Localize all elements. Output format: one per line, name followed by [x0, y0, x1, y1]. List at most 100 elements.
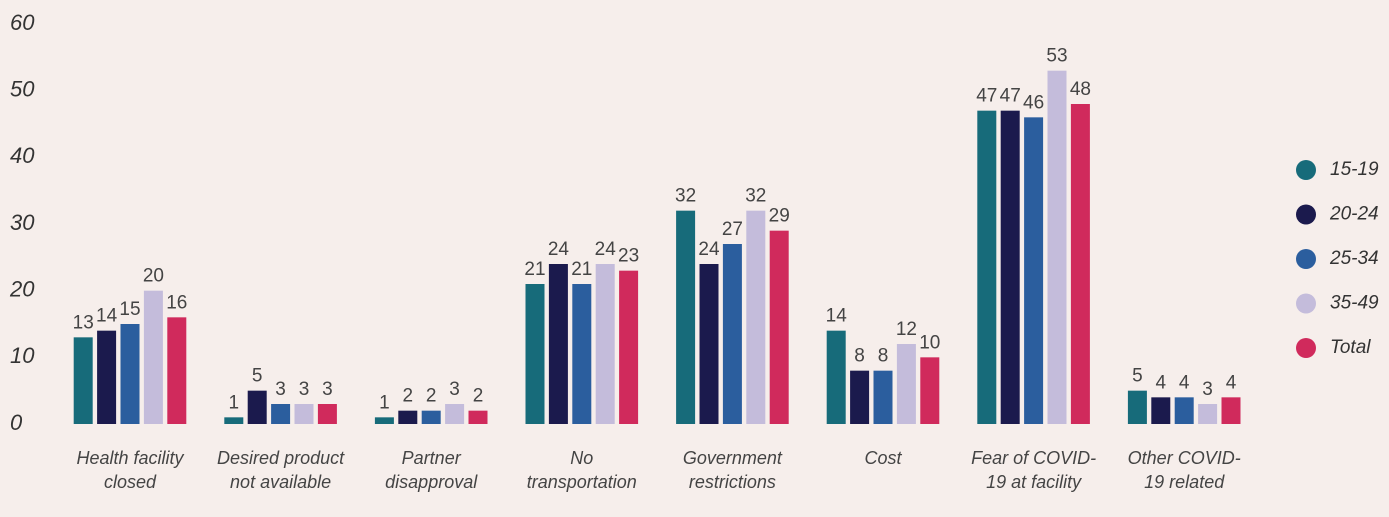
bar [73, 337, 93, 424]
bar [247, 390, 267, 424]
legend-marker [1296, 204, 1316, 225]
bar [120, 324, 140, 424]
value-label: 48 [1070, 79, 1091, 100]
value-label: 2 [403, 386, 414, 407]
y-tick-label: 10 [10, 343, 35, 368]
x-tick-label: Desired product not available [217, 448, 345, 492]
value-label: 8 [854, 346, 865, 367]
value-label: 16 [166, 292, 187, 313]
bar [1047, 70, 1067, 425]
value-label: 3 [1202, 379, 1213, 400]
value-label: 2 [426, 386, 437, 407]
y-tick-label: 20 [9, 276, 35, 301]
value-label: 13 [73, 312, 94, 333]
bar [920, 357, 940, 424]
value-label: 15 [119, 299, 140, 320]
value-label: 46 [1023, 92, 1044, 113]
x-tick-label: Other COVID-19 related [1127, 448, 1241, 492]
bar [421, 410, 441, 424]
value-label: 24 [698, 239, 720, 260]
bar [873, 370, 893, 424]
x-tick-label: Government restrictions [682, 448, 782, 492]
value-label: 8 [878, 346, 889, 367]
bar [167, 317, 187, 424]
bar [1000, 110, 1020, 425]
bar [977, 110, 997, 425]
bar [1198, 404, 1218, 424]
bar [572, 284, 592, 424]
bar [468, 410, 488, 424]
value-label: 21 [571, 259, 592, 280]
legend-label: 15-19 [1330, 159, 1379, 180]
x-tick-label: Health facility closed [76, 448, 184, 492]
value-label: 27 [722, 219, 743, 240]
value-label: 1 [229, 392, 240, 413]
bar [317, 404, 337, 424]
bar [1221, 397, 1241, 424]
bar [97, 330, 117, 424]
bar [699, 264, 719, 424]
value-label: 3 [275, 379, 286, 400]
bar [1070, 104, 1090, 424]
y-tick-label: 30 [10, 210, 35, 235]
value-label: 4 [1179, 372, 1190, 393]
value-label: 24 [595, 239, 617, 260]
legend-label: 25-34 [1329, 248, 1379, 269]
bar [445, 404, 465, 424]
value-label: 1 [379, 392, 390, 413]
y-tick-label: 40 [10, 143, 35, 168]
value-label: 2 [473, 386, 484, 407]
legend-label: Total [1330, 337, 1371, 358]
y-tick-label: 0 [10, 410, 23, 435]
x-tick-label: Partner disapproval [385, 448, 478, 492]
bar [548, 264, 568, 424]
bar [619, 270, 639, 424]
value-label: 20 [143, 266, 164, 287]
value-label: 24 [548, 239, 570, 260]
value-label: 12 [896, 319, 917, 340]
bar [271, 404, 291, 424]
bar [896, 344, 916, 424]
bar [294, 404, 314, 424]
bar [595, 264, 615, 424]
value-label: 47 [976, 86, 997, 107]
legend-label: 20-24 [1329, 204, 1379, 225]
value-label: 29 [769, 206, 790, 227]
value-label: 10 [919, 332, 940, 353]
value-label: 14 [96, 306, 118, 327]
bar [826, 330, 846, 424]
value-label: 23 [618, 246, 639, 267]
value-label: 21 [524, 259, 545, 280]
value-label: 3 [449, 379, 460, 400]
value-label: 5 [1132, 366, 1143, 387]
bar [1151, 397, 1171, 424]
legend-marker [1296, 160, 1316, 180]
value-label: 3 [322, 379, 333, 400]
legend-marker [1296, 338, 1316, 358]
bar [1174, 397, 1194, 424]
value-label: 4 [1156, 372, 1167, 393]
legend-marker [1296, 293, 1316, 314]
bar [746, 210, 766, 424]
bar [525, 284, 545, 424]
bar [398, 410, 418, 424]
value-label: 5 [252, 366, 263, 387]
bar [224, 417, 244, 424]
value-label: 32 [745, 186, 766, 207]
bar [722, 244, 742, 424]
bar [676, 210, 696, 424]
bar [1127, 390, 1147, 424]
bar [143, 290, 163, 424]
x-tick-label: No transportation [526, 448, 637, 492]
value-label: 14 [826, 306, 848, 327]
bar [1024, 117, 1044, 424]
value-label: 32 [675, 186, 696, 207]
x-tick-label: Fear of COVID-19 at facility [971, 448, 1097, 492]
legend-marker [1296, 249, 1316, 269]
value-label: 47 [1000, 86, 1021, 107]
value-label: 53 [1046, 46, 1067, 67]
value-label: 3 [299, 379, 310, 400]
bar [850, 370, 870, 424]
